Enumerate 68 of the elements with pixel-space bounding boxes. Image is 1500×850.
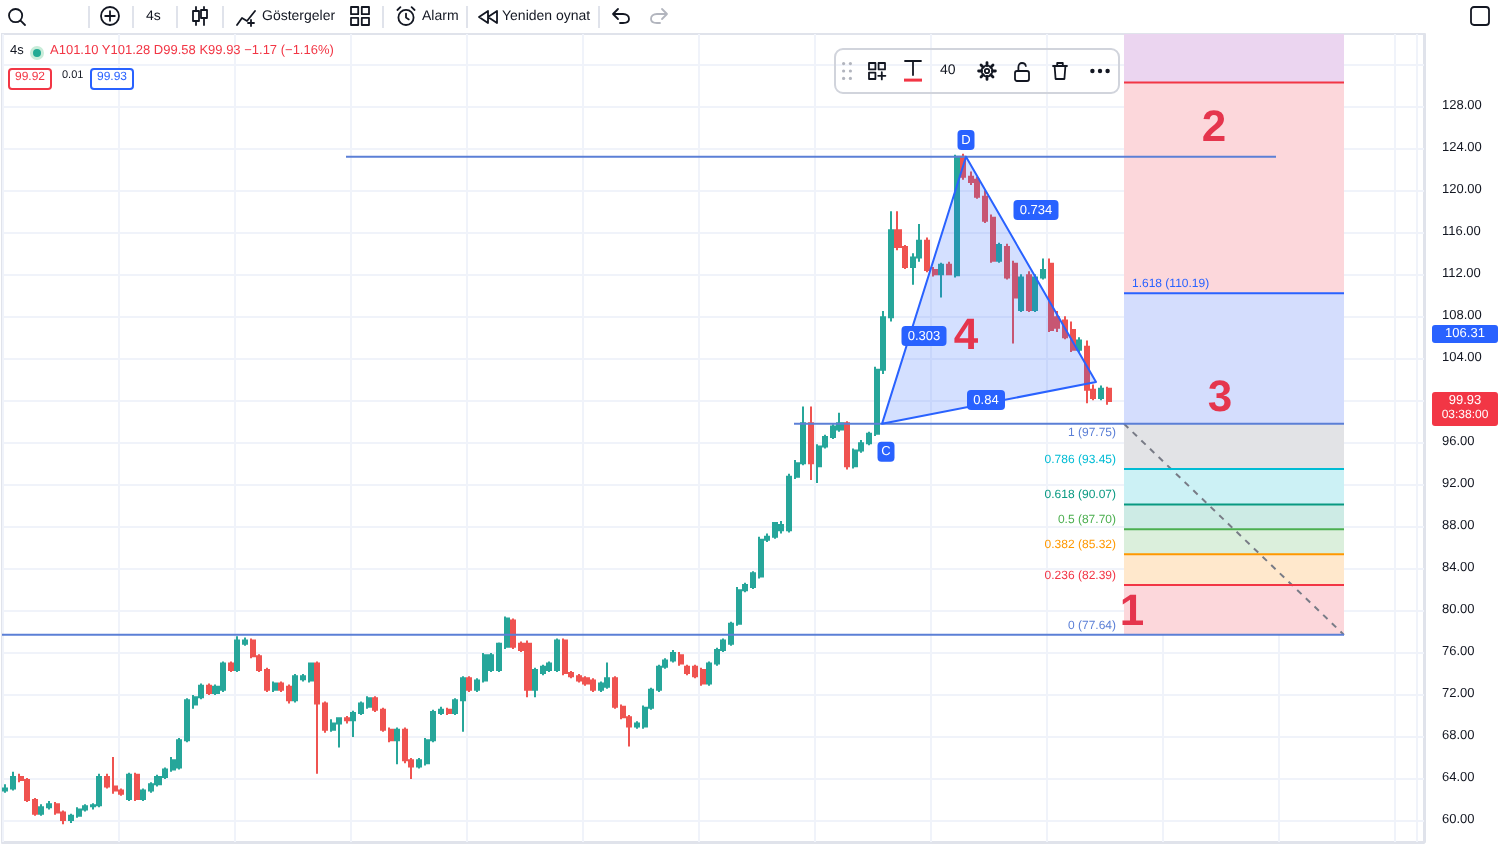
candlestick (1098, 384, 1104, 402)
candlestick (126, 771, 132, 803)
candlestick (1084, 339, 1090, 405)
candlestick (996, 241, 1002, 264)
candlestick (96, 772, 102, 809)
candlestick (60, 809, 66, 826)
candlestick (350, 709, 356, 739)
candlestick (198, 682, 204, 701)
candlestick (308, 661, 314, 684)
candlestick (816, 443, 822, 485)
annotation: 3 (1207, 371, 1233, 421)
candlestick (82, 803, 88, 813)
candlestick (524, 639, 532, 699)
candlestick (808, 405, 814, 481)
candlestick (228, 660, 234, 674)
candlestick (134, 771, 140, 803)
candlestick (582, 675, 590, 687)
candlestick (446, 706, 452, 717)
candlestick (532, 666, 538, 699)
candlestick (10, 770, 16, 792)
candlestick (140, 787, 146, 803)
candlestick (148, 781, 154, 794)
candlestick (924, 236, 930, 274)
candlestick (206, 682, 212, 697)
annotation: 2 (1201, 101, 1227, 151)
candlestick (1018, 273, 1024, 314)
candlestick (844, 422, 850, 471)
candlestick (460, 675, 466, 733)
candlestick (76, 806, 82, 819)
candlestick (154, 773, 162, 788)
annotation: 1 (1119, 585, 1145, 635)
candlestick (336, 716, 342, 749)
candlestick (234, 635, 240, 674)
candlestick (1076, 336, 1082, 353)
candlestick (692, 663, 698, 680)
candlestick (562, 637, 568, 677)
candlestick (482, 652, 488, 684)
candlestick (38, 803, 44, 817)
candlestick (576, 673, 582, 684)
candlestick (394, 726, 400, 766)
candlestick (220, 660, 226, 693)
candlestick (54, 801, 60, 816)
candlestick (938, 261, 944, 299)
candlestick (590, 677, 596, 693)
candlestick (1070, 320, 1076, 351)
annotation: 4 (953, 309, 980, 359)
candlestick (344, 715, 350, 725)
candlestick (772, 520, 778, 540)
candlestick (510, 617, 516, 650)
candlestick (700, 666, 706, 687)
candlestick (68, 812, 74, 825)
candlestick (366, 695, 372, 710)
candlestick (46, 800, 52, 811)
candlestick (466, 675, 472, 693)
candlestick (112, 756, 118, 795)
candlestick (1048, 257, 1054, 331)
candlestick (286, 683, 292, 705)
candlestick (684, 663, 690, 677)
candlestick (1106, 385, 1112, 406)
candlestick (272, 680, 278, 693)
candlestick (314, 660, 320, 775)
candlestick (670, 648, 676, 664)
candlestick (554, 637, 560, 674)
candlestick (292, 673, 298, 704)
candlestick (604, 661, 610, 690)
candlestick (678, 651, 684, 667)
candlestick (954, 153, 960, 279)
candlestick (852, 447, 858, 470)
